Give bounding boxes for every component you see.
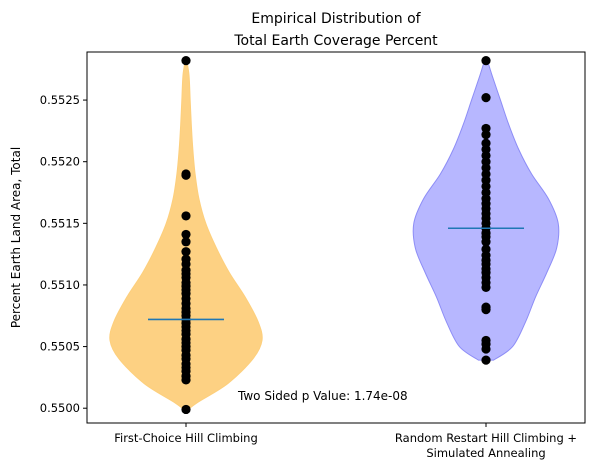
y-tick-label: 0.5500 (40, 401, 80, 415)
x-tick-label: Simulated Annealing (426, 446, 545, 460)
chart-title-line-1: Empirical Distribution of (251, 11, 421, 27)
plot-frame (86, 51, 586, 424)
data-point (481, 138, 491, 148)
x-axis: First-Choice Hill Climbing Random Restart… (114, 423, 577, 460)
data-point (481, 355, 491, 365)
y-tick-label: 0.5505 (40, 340, 80, 354)
data-point (181, 229, 191, 240)
data-point (481, 93, 491, 103)
data-point-layer (181, 56, 491, 415)
violin-layer (109, 60, 560, 410)
data-point (181, 237, 191, 247)
median-layer (148, 227, 524, 321)
data-point (181, 56, 191, 66)
y-tick-label: 0.5525 (40, 93, 80, 107)
data-point (181, 254, 191, 264)
x-tick-label: First-Choice Hill Climbing (114, 431, 258, 445)
data-point (481, 244, 491, 254)
chart-title-line-2: Total Earth Coverage Percent (233, 33, 438, 49)
data-point (481, 123, 491, 134)
data-point (181, 404, 191, 415)
y-tick-label: 0.5515 (40, 216, 80, 230)
y-axis: 0.5500 0.5505 0.5510 0.5515 0.5520 0.5525 (40, 93, 87, 415)
data-point (481, 335, 491, 346)
data-point (481, 302, 491, 312)
data-point (181, 247, 191, 257)
x-tick-label: Random Restart Hill Climbing + (395, 431, 577, 445)
p-value-annotation: Two Sided p Value: 1.74e-08 (237, 389, 408, 403)
data-point (181, 169, 191, 179)
data-point (181, 211, 191, 221)
data-point (481, 56, 491, 66)
y-tick-label: 0.5520 (40, 155, 80, 169)
y-tick-label: 0.5510 (40, 278, 80, 292)
y-axis-label: Percent Earth Land Area, Total (9, 147, 23, 328)
